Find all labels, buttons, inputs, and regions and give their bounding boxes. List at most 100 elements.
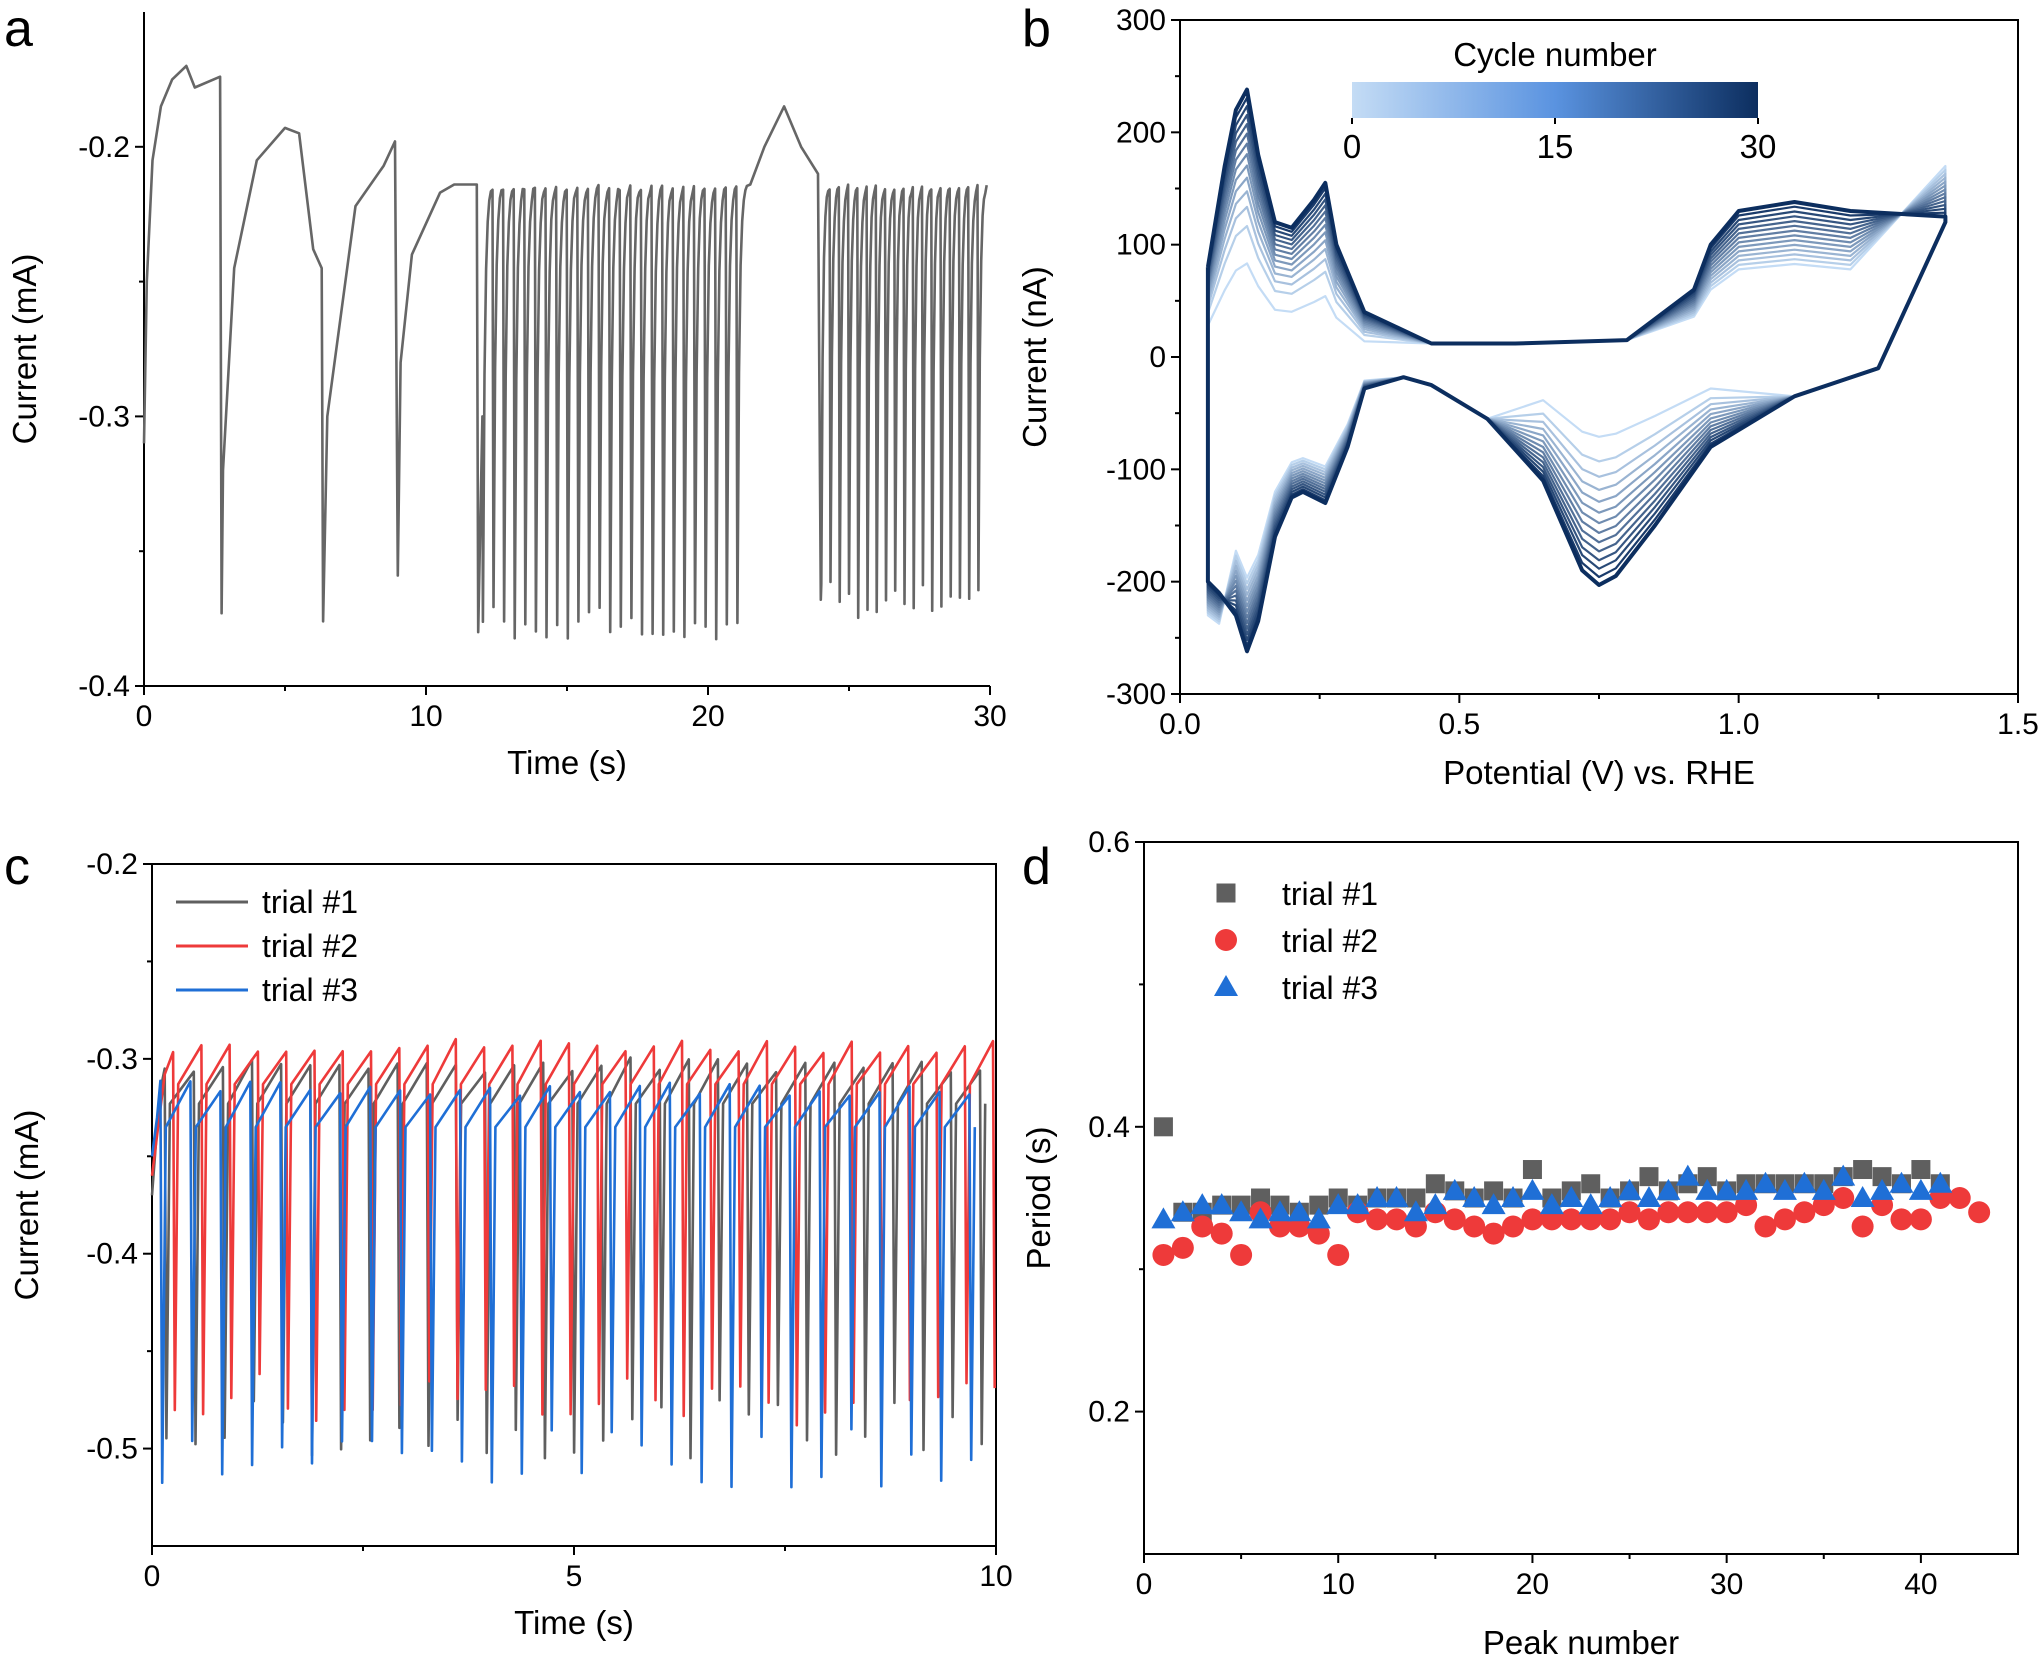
panel-d-point-3 (1792, 1171, 1817, 1193)
panel-d-y-tick-label: 0.6 (1088, 826, 1130, 859)
panel-d-point-1 (1853, 1160, 1873, 1180)
panel-d-y-tick-label: 0.2 (1088, 1396, 1130, 1429)
panel-d-point-2 (1210, 1222, 1233, 1245)
panel-d-point-2 (1171, 1236, 1194, 1259)
panel-b-colorbar-tick-label: 0 (1343, 128, 1361, 165)
panel-d-point-1 (1153, 1117, 1173, 1137)
panel-letter-b: b (1022, 0, 1051, 58)
panel-letter-d: d (1022, 838, 1051, 896)
panel-c-chart: 0 5 10 -0.2 -0.3 -0.4 -0.5 Time (s) Current (mA)… (8, 848, 1013, 1641)
panel-d-point-3 (1151, 1207, 1176, 1229)
panel-b-y-tick-label: 300 (1116, 4, 1166, 37)
panel-c-legend-label-1: trial #1 (262, 884, 358, 920)
panel-b-x-tick-label: 0.0 (1159, 708, 1201, 741)
panel-d-point-3 (1656, 1178, 1681, 1200)
panel-b-colorbar-tick-label: 15 (1537, 128, 1574, 165)
panel-d-chart: 0 10 20 30 40 0.2 0.4 0.6 Peak number Period (s) t… (1020, 826, 2019, 1661)
panel-b-x-tick-label: 1.0 (1718, 708, 1760, 741)
panel-a-x-tick-label: 10 (409, 700, 442, 733)
panel-d-point-3 (1850, 1186, 1875, 1207)
panel-d-x-tick-label: 0 (1136, 1568, 1153, 1601)
panel-c-x-tick-label: 0 (144, 1560, 161, 1593)
panel-c-series-line-3 (150, 1079, 977, 1489)
panel-d-legend-marker-1 (1216, 883, 1236, 903)
panel-d-point-3 (1811, 1178, 1836, 1200)
panel-a-y-label: Current (mA) (6, 254, 43, 445)
panel-c-y-tick-label: -0.2 (86, 848, 138, 881)
panel-b-y-tick-label: 0 (1149, 341, 1166, 374)
panel-d-point-2 (1230, 1243, 1253, 1266)
panel-a-x-label: Time (s) (507, 744, 627, 781)
panel-b-y-tick-label: -100 (1106, 453, 1166, 486)
panel-letter-a: a (4, 0, 33, 58)
panel-d-point-3 (1889, 1171, 1914, 1193)
panel-d-point-3 (1695, 1178, 1720, 1200)
panel-d-point-3 (1908, 1178, 1933, 1200)
panel-d-point-2 (1793, 1201, 1816, 1224)
panel-d-point-1 (1484, 1181, 1504, 1201)
panel-d-point-3 (1170, 1200, 1195, 1222)
panel-b-colorbar (1352, 82, 1758, 118)
panel-d-point-3 (1229, 1200, 1254, 1222)
panel-a-x-tick-label: 30 (973, 700, 1006, 733)
panel-d-point-1 (1639, 1167, 1659, 1187)
panel-d-x-label: Peak number (1483, 1624, 1679, 1661)
panel-d-y-label: Period (s) (1020, 1126, 1057, 1269)
panel-d-point-2 (1502, 1215, 1525, 1238)
panel-c-x-tick-label: 5 (566, 1560, 583, 1593)
panel-d-point-2 (1773, 1208, 1796, 1231)
panel-d-point-3 (1578, 1193, 1603, 1215)
panel-d-point-3 (1403, 1200, 1428, 1222)
panel-d-point-2 (1560, 1208, 1583, 1231)
panel-d-point-3 (1598, 1186, 1623, 1207)
panel-d-point-3 (1772, 1178, 1797, 1200)
panel-d-legend-label-1: trial #1 (1282, 876, 1378, 912)
panel-d-point-3 (1306, 1207, 1331, 1229)
panel-d-point-1 (1872, 1167, 1892, 1187)
panel-d-point-1 (1911, 1160, 1931, 1180)
panel-a-x-tick-label: 20 (691, 700, 724, 733)
panel-d-point-2 (1443, 1208, 1466, 1231)
panel-b-x-tick-label: 0.5 (1438, 708, 1480, 741)
panel-c-legend-label-3: trial #3 (262, 972, 358, 1008)
panel-d-x-tick-label: 10 (1322, 1568, 1355, 1601)
panel-c-y-tick-label: -0.4 (86, 1238, 138, 1271)
panel-c-x-label: Time (s) (514, 1604, 634, 1641)
panel-d-point-3 (1675, 1164, 1700, 1186)
panel-c-series-line-2 (150, 1037, 996, 1427)
panel-d-point-3 (1520, 1178, 1545, 1200)
panel-d-point-3 (1326, 1193, 1351, 1215)
panel-d-point-2 (1754, 1215, 1777, 1238)
panel-d-legend-marker-3 (1214, 975, 1238, 996)
panel-d-x-tick-label: 30 (1710, 1568, 1743, 1601)
panel-d-point-3 (1423, 1193, 1448, 1215)
panel-c-x-tick-label: 10 (979, 1560, 1012, 1593)
panel-b-x-label: Potential (V) vs. RHE (1443, 754, 1755, 791)
panel-c-y-tick-label: -0.5 (86, 1433, 138, 1466)
panel-d-point-3 (1617, 1178, 1642, 1200)
panel-d-point-3 (1636, 1186, 1661, 1207)
panel-d-point-3 (1870, 1178, 1895, 1200)
panel-d-point-2 (1715, 1201, 1738, 1224)
panel-d-point-2 (1696, 1201, 1719, 1224)
panel-d-point-2 (1657, 1201, 1680, 1224)
panel-d-point-3 (1190, 1193, 1215, 1215)
panel-d-legend-label-2: trial #2 (1282, 923, 1378, 959)
panel-d-point-3 (1734, 1178, 1759, 1200)
panel-d-point-2 (1191, 1215, 1214, 1238)
panel-b-y-tick-label: 100 (1116, 229, 1166, 262)
panel-d-legend-label-3: trial #3 (1282, 970, 1378, 1006)
panel-b-colorbar-tick-label: 30 (1740, 128, 1777, 165)
panel-c-legend-label-2: trial #2 (262, 928, 358, 964)
panel-d-x-tick-label: 20 (1516, 1568, 1549, 1601)
panel-d-point-1 (1406, 1188, 1426, 1208)
panel-d-point-3 (1714, 1178, 1739, 1200)
panel-b-y-tick-label: -200 (1106, 566, 1166, 599)
panel-d-point-3 (1753, 1171, 1778, 1193)
panel-d-point-2 (1948, 1187, 1971, 1209)
panel-a-y-tick-label: -0.4 (78, 670, 130, 703)
panel-d-point-2 (1637, 1208, 1660, 1231)
panel-d-point-2 (1482, 1222, 1505, 1245)
panel-d-point-1 (1522, 1160, 1542, 1180)
panel-d-point-2 (1366, 1208, 1389, 1231)
